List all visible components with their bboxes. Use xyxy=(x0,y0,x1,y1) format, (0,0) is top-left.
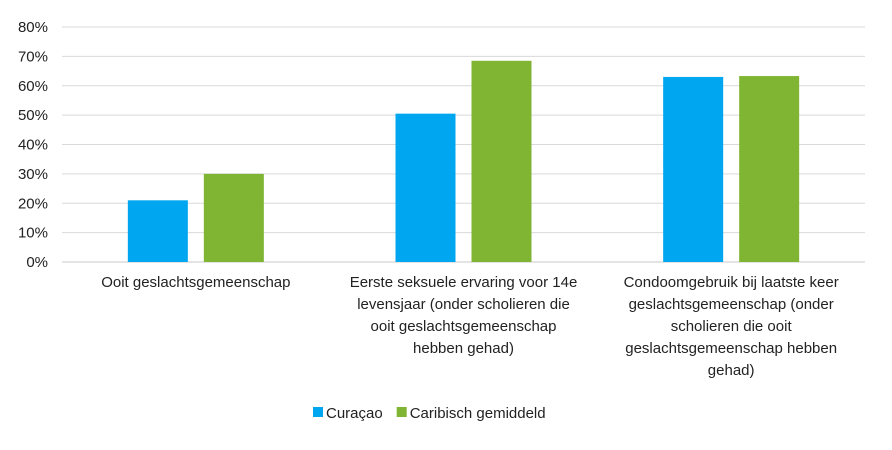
category-label: Eerste seksuele ervaring voor 14e levensj… xyxy=(350,274,578,357)
category-label: Ooit geslachtsgemeenschap xyxy=(101,274,290,291)
bar-curacao xyxy=(395,113,456,262)
y-tick-label: 20% xyxy=(18,195,48,212)
bar-curacao xyxy=(663,76,724,262)
y-tick-label: 40% xyxy=(18,137,48,154)
y-tick-label: 70% xyxy=(18,48,48,65)
bars xyxy=(127,60,800,263)
y-axis-tick-labels: 0% 10% 20% 30% 40% 50% 60% 70% 80% xyxy=(18,19,48,271)
legend-swatch xyxy=(396,407,407,417)
legend-swatch xyxy=(313,407,323,417)
bar-caribisch-gemiddeld xyxy=(471,60,532,262)
gridlines xyxy=(62,26,865,263)
category-label: Condoomgebruik bij laatste keer geslachts… xyxy=(624,274,839,379)
bar-caribisch-gemiddeld xyxy=(203,173,264,262)
y-tick-label: 30% xyxy=(18,166,48,183)
y-tick-label: 80% xyxy=(18,19,48,36)
bar-caribisch-gemiddeld xyxy=(739,76,800,263)
y-tick-label: 60% xyxy=(18,78,48,95)
y-tick-label: 0% xyxy=(26,254,48,271)
y-tick-label: 10% xyxy=(18,225,48,242)
bar-curacao xyxy=(127,200,188,262)
y-tick-label: 50% xyxy=(18,107,48,124)
legend: Curaçao Caribisch gemiddeld xyxy=(313,405,546,422)
legend-label: Caribisch gemiddeld xyxy=(410,405,546,422)
legend-label: Curaçao xyxy=(326,405,383,422)
x-axis-category-labels: Ooit geslachtsgemeenschap Eerste seksuele… xyxy=(101,274,839,379)
